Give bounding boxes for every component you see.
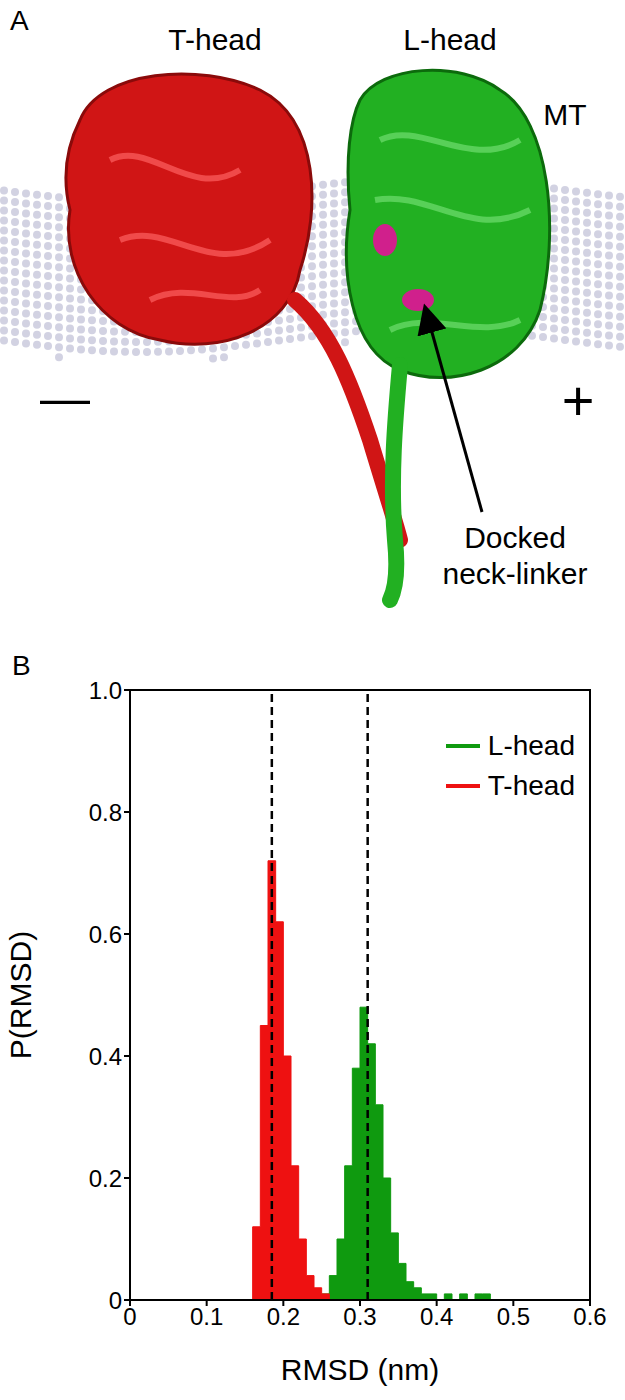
svg-text:0.8: 0.8 bbox=[89, 799, 122, 826]
svg-text:0.1: 0.1 bbox=[190, 1303, 223, 1330]
svg-text:0.5: 0.5 bbox=[497, 1303, 530, 1330]
svg-text:P(RMSD): P(RMSD) bbox=[4, 931, 37, 1059]
svg-text:A: A bbox=[10, 5, 29, 36]
svg-text:0.4: 0.4 bbox=[420, 1303, 453, 1330]
svg-text:0.2: 0.2 bbox=[267, 1303, 300, 1330]
svg-text:0.4: 0.4 bbox=[89, 1043, 122, 1070]
svg-text:1.0: 1.0 bbox=[89, 677, 122, 704]
svg-text:—: — bbox=[40, 370, 90, 426]
svg-text:T-head: T-head bbox=[168, 23, 261, 56]
svg-text:0: 0 bbox=[123, 1303, 136, 1330]
svg-text:RMSD (nm): RMSD (nm) bbox=[281, 1353, 439, 1386]
svg-text:+: + bbox=[562, 369, 595, 432]
html-text:B: B bbox=[12, 650, 31, 681]
svg-text:neck-linker: neck-linker bbox=[442, 557, 587, 590]
svg-text:0.6: 0.6 bbox=[573, 1303, 606, 1330]
svg-text:L-head: L-head bbox=[403, 23, 496, 56]
svg-text:Docked: Docked bbox=[464, 521, 566, 554]
svg-text:0.6: 0.6 bbox=[89, 921, 122, 948]
html-text:T-head: T-head bbox=[487, 770, 575, 801]
svg-text:0.3: 0.3 bbox=[343, 1303, 376, 1330]
svg-text:0: 0 bbox=[109, 1287, 122, 1314]
svg-text:MT: MT bbox=[543, 98, 586, 131]
svg-text:0.2: 0.2 bbox=[89, 1165, 122, 1192]
html-text:L-head: L-head bbox=[487, 730, 575, 761]
